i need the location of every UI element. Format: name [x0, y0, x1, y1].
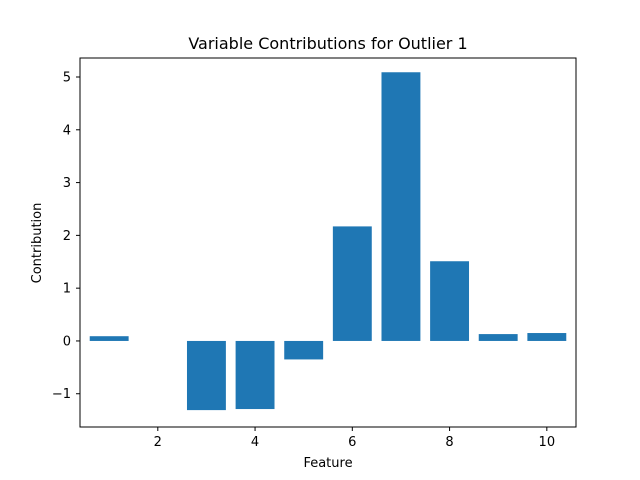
- y-axis-label: Contribution: [30, 203, 45, 284]
- y-tick-label: 2: [63, 229, 71, 244]
- x-axis-ticks: 2 4 6 8 10: [154, 427, 555, 450]
- bar-feature-6: [332, 226, 372, 341]
- bar-feature-5: [284, 340, 324, 360]
- y-tick-label: −1: [52, 387, 71, 402]
- y-tick-label: 0: [63, 334, 71, 349]
- chart-title: Variable Contributions for Outlier 1: [188, 34, 467, 53]
- bar-feature-1: [89, 336, 129, 341]
- x-tick-label: 2: [154, 435, 162, 450]
- y-tick-label: 4: [63, 123, 71, 138]
- y-tick-label: 5: [63, 71, 71, 86]
- x-tick-label: 10: [539, 435, 556, 450]
- bar-feature-9: [478, 334, 518, 341]
- bars-group: [89, 72, 567, 411]
- bar-feature-4: [235, 340, 275, 410]
- x-tick-label: 6: [348, 435, 356, 450]
- bar-feature-3: [186, 340, 226, 411]
- y-axis-ticks: −1 0 1 2 3 4 5: [52, 71, 80, 402]
- x-tick-label: 8: [445, 435, 453, 450]
- x-tick-label: 4: [251, 435, 259, 450]
- plot-frame: [79, 57, 577, 428]
- y-tick-label: 1: [63, 282, 71, 297]
- bar-feature-10: [527, 333, 567, 341]
- y-tick-label: 3: [63, 176, 71, 191]
- x-axis-label: Feature: [303, 456, 352, 471]
- bar-feature-7: [381, 72, 421, 341]
- bar-feature-8: [430, 261, 470, 341]
